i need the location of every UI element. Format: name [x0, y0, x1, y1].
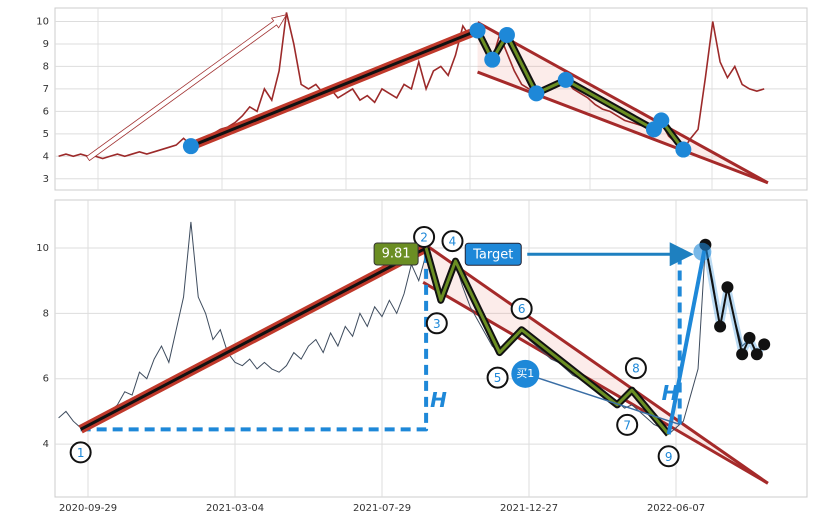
y-tick-label: 10	[36, 243, 49, 254]
y-tick-label: 8	[43, 61, 49, 72]
x-tick-label: 2021-03-04	[206, 503, 264, 514]
point-label: 8	[632, 362, 640, 376]
point-label: 3	[433, 317, 441, 331]
y-tick-label: 10	[36, 16, 49, 27]
trend-line-inner	[79, 246, 427, 431]
height-label: H	[662, 381, 679, 405]
point-label-circle	[624, 357, 647, 380]
y-tick-label: 6	[43, 374, 49, 385]
target-box	[464, 242, 522, 266]
point-label: 9	[665, 450, 673, 464]
buy-line	[525, 373, 680, 426]
point-label: 7	[623, 418, 631, 432]
point-label: 2	[420, 231, 428, 245]
point-label-circle	[413, 226, 436, 249]
target-dot	[693, 242, 712, 261]
point-label-circle	[486, 366, 509, 389]
top-layer: 3 4 5 6 7 8 9 10	[36, 12, 807, 185]
y-tick-label: 4	[43, 151, 49, 162]
point-label-circle	[510, 297, 533, 320]
target-label: Target	[472, 248, 513, 263]
marker	[528, 85, 545, 102]
trend-line-inner	[190, 29, 479, 148]
projection-dot	[736, 348, 749, 361]
resistance-line	[422, 241, 769, 485]
height-label: H	[430, 388, 447, 412]
top-panel	[54, 7, 808, 191]
buy-marker	[511, 359, 540, 388]
y-tick-label: 6	[43, 106, 49, 117]
marker	[675, 141, 692, 158]
point-label-circle	[657, 445, 680, 468]
marker	[557, 71, 574, 88]
marker	[484, 51, 501, 68]
support-line	[477, 70, 769, 185]
point-label-circle	[69, 441, 92, 464]
arrow	[85, 14, 288, 162]
point-label: 6	[518, 302, 526, 316]
y-tick-label: 9	[43, 39, 49, 50]
projection-dot	[721, 281, 734, 294]
y-tick-label: 5	[43, 129, 49, 140]
point-label: 5	[494, 371, 502, 385]
x-tick-label: 2022-06-07	[647, 503, 705, 514]
marker	[653, 112, 670, 129]
marker	[469, 22, 486, 39]
point-label-circle	[616, 413, 639, 436]
y-tick-label: 7	[43, 84, 49, 95]
y-tick-label: 3	[43, 174, 49, 185]
projection-dot	[714, 320, 727, 333]
marker	[182, 138, 199, 155]
y-tick-label: 8	[43, 308, 49, 319]
peak-box	[373, 242, 419, 266]
y-tick-label: 4	[43, 439, 49, 450]
resistance-line	[476, 21, 769, 185]
x-tick-label: 2021-12-27	[500, 503, 558, 514]
zigzag-inner	[424, 247, 670, 436]
point-label: 4	[449, 235, 457, 249]
point-label-circle	[425, 312, 448, 335]
marker	[498, 26, 515, 43]
height-measure	[80, 248, 429, 432]
buy-label: 买1	[516, 367, 534, 380]
bottom-layer: 4 6 8 10 2020-09-29 2021-03-04 2021-07-29 2021-…	[36, 200, 807, 514]
breakout-line	[666, 244, 708, 435]
x-tick-label: 2020-09-29	[59, 503, 117, 514]
peak-label: 9.81	[382, 247, 411, 262]
projection-dot	[750, 348, 763, 361]
projection-dot	[743, 331, 756, 344]
point-label: 1	[77, 446, 85, 460]
projection-dot	[758, 338, 771, 351]
point-label-circle	[441, 230, 464, 253]
x-tick-label: 2021-07-29	[353, 503, 411, 514]
